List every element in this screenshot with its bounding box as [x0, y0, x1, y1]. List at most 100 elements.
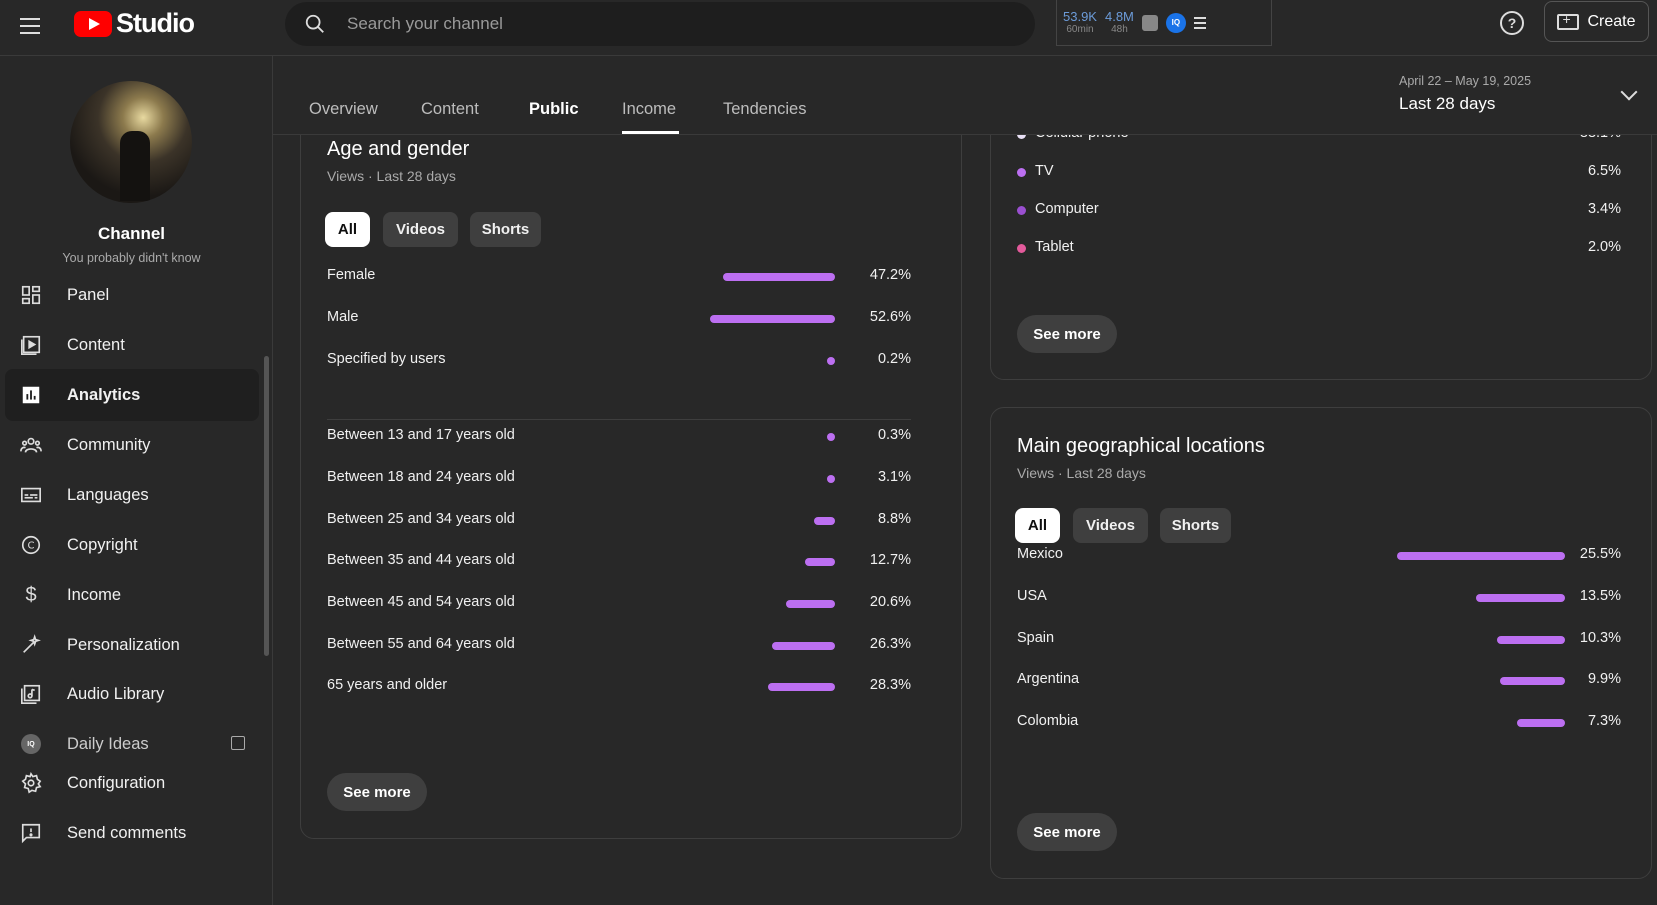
avatar[interactable]	[70, 81, 192, 203]
row-label: Computer	[1035, 201, 1099, 217]
analytics-tabs: Overview Content Public Income Tendencie…	[273, 56, 1657, 135]
divider	[327, 419, 911, 420]
list-item: Between 13 and 17 years old 0.3%	[327, 425, 911, 449]
row-value: 20.6%	[869, 594, 911, 610]
sidebar-item-label: Configuration	[67, 773, 166, 792]
row-value: 9.9%	[1587, 671, 1621, 687]
logo-text: Studio	[116, 8, 195, 38]
list-item: Male 52.6%	[327, 307, 911, 331]
gear-icon	[19, 771, 43, 795]
feedback-icon	[19, 821, 43, 845]
sidebar-item-community[interactable]: Community	[5, 419, 259, 471]
row-value: 28.3%	[869, 677, 911, 693]
list-item: USA 13.5%	[1017, 586, 1621, 610]
chip-videos[interactable]: Videos	[383, 212, 458, 247]
row-label: Specified by users	[327, 351, 446, 367]
row-label: USA	[1017, 588, 1047, 604]
stat-label: 60min	[1066, 24, 1094, 35]
music-icon	[19, 682, 43, 706]
row-label: Between 45 and 54 years old	[327, 594, 515, 610]
sidebar-item-configuration[interactable]: Configuration	[5, 757, 259, 809]
stat-label: 48h	[1111, 24, 1128, 35]
legend-dot	[1017, 168, 1026, 177]
sidebar-item-label: Languages	[67, 485, 149, 504]
row-label: Between 55 and 64 years old	[327, 636, 515, 652]
see-more-button[interactable]: See more	[1017, 315, 1117, 353]
tab-content[interactable]: Content	[421, 100, 479, 118]
row-value: 13.5%	[1579, 588, 1621, 604]
chip-shorts[interactable]: Shorts	[470, 212, 541, 247]
subtitles-icon	[19, 483, 43, 507]
row-value: 3.4%	[1587, 201, 1621, 217]
sidebar-item-daily-ideas[interactable]: IQ Daily Ideas	[5, 718, 259, 770]
search-icon[interactable]	[293, 13, 337, 35]
extension-menu-icon[interactable]	[1193, 16, 1206, 29]
chip-all[interactable]: All	[325, 212, 370, 247]
row-value: 25.5%	[1579, 546, 1621, 562]
card-subtitle: Views · Last 28 days	[1017, 465, 1146, 481]
sidebar-item-panel[interactable]: Panel	[5, 269, 259, 321]
help-icon[interactable]: ?	[1500, 11, 1524, 35]
row-label: Tablet	[1035, 239, 1074, 255]
row-label: Colombia	[1017, 713, 1079, 729]
sidebar-item-label: Community	[67, 435, 151, 454]
row-label: 65 years and older	[327, 677, 448, 693]
chip-all[interactable]: All	[1015, 508, 1060, 543]
card-subtitle: Views · Last 28 days	[327, 168, 456, 184]
sidebar-item-copyright[interactable]: C Copyright	[5, 519, 259, 571]
row-bar	[1516, 719, 1565, 727]
row-value: 26.3%	[869, 636, 911, 652]
row-bar	[772, 642, 835, 650]
row-label: Between 13 and 17 years old	[327, 427, 515, 443]
sidebar-item-analytics[interactable]: Analytics	[5, 369, 259, 421]
sidebar-item-send-comments[interactable]: Send comments	[5, 807, 259, 859]
sidebar-item-label: Daily Ideas	[67, 734, 149, 753]
sidebar-item-audio-library[interactable]: Audio Library	[5, 668, 259, 720]
date-range[interactable]: April 22 – May 19, 2025	[1399, 74, 1532, 88]
search-input[interactable]	[347, 14, 947, 34]
card-title: Main geographical locations	[1017, 435, 1265, 457]
sidebar-item-income[interactable]: $ Income	[5, 569, 259, 621]
sidebar-item-content[interactable]: Content	[5, 319, 259, 371]
date-period[interactable]: Last 28 days	[1399, 94, 1496, 113]
copyright-icon: C	[19, 533, 43, 557]
tab-income[interactable]: Income	[622, 100, 677, 118]
create-button[interactable]: Create	[1544, 1, 1649, 42]
channel-name: Channel	[97, 224, 166, 243]
row-label: Between 25 and 34 years old	[327, 511, 515, 527]
dashboard-icon	[19, 283, 43, 307]
search-bar[interactable]	[285, 2, 1035, 46]
sidebar-item-label: Analytics	[67, 385, 141, 404]
see-more-button[interactable]: See more	[327, 773, 427, 811]
sidebar-item-personalization[interactable]: Personalization	[5, 619, 259, 671]
row-bar	[814, 517, 835, 525]
extension-stats-panel: 53.9K 60min 4.8M 48h IQ	[1056, 0, 1272, 46]
external-link-icon	[231, 736, 245, 750]
chip-videos[interactable]: Videos	[1073, 508, 1148, 543]
menu-icon[interactable]	[20, 13, 46, 39]
list-item: Female 47.2%	[327, 265, 911, 289]
tab-tendencies[interactable]: Tendencies	[723, 100, 807, 118]
sidebar-item-languages[interactable]: Languages	[5, 469, 259, 521]
row-bar	[785, 600, 835, 608]
row-value: 47.2%	[869, 267, 911, 283]
row-value: 8.8%	[877, 511, 911, 527]
tab-public[interactable]: Public	[529, 100, 579, 118]
see-more-button[interactable]: See more	[1017, 813, 1117, 851]
row-value: 3.1%	[877, 469, 911, 485]
row-bar	[767, 683, 835, 691]
chevron-down-icon[interactable]	[1620, 83, 1638, 101]
sidebar-scrollbar[interactable]	[264, 356, 269, 656]
row-dot	[827, 433, 835, 441]
studio-logo[interactable]: Studio	[74, 8, 195, 39]
sidebar-item-label: Send comments	[67, 823, 187, 842]
list-item: Specified by users 0.2%	[327, 349, 911, 373]
row-bar	[1497, 636, 1565, 644]
sidebar-item-label: Copyright	[67, 535, 138, 554]
list-item: Spain 10.3%	[1017, 628, 1621, 652]
list-item: Between 35 and 44 years old 12.7%	[327, 550, 911, 574]
bar-chart-icon[interactable]	[1141, 14, 1158, 31]
chip-shorts[interactable]: Shorts	[1160, 508, 1231, 543]
iq-extension-icon[interactable]: IQ	[1165, 12, 1186, 33]
tab-overview[interactable]: Overview	[309, 100, 378, 118]
